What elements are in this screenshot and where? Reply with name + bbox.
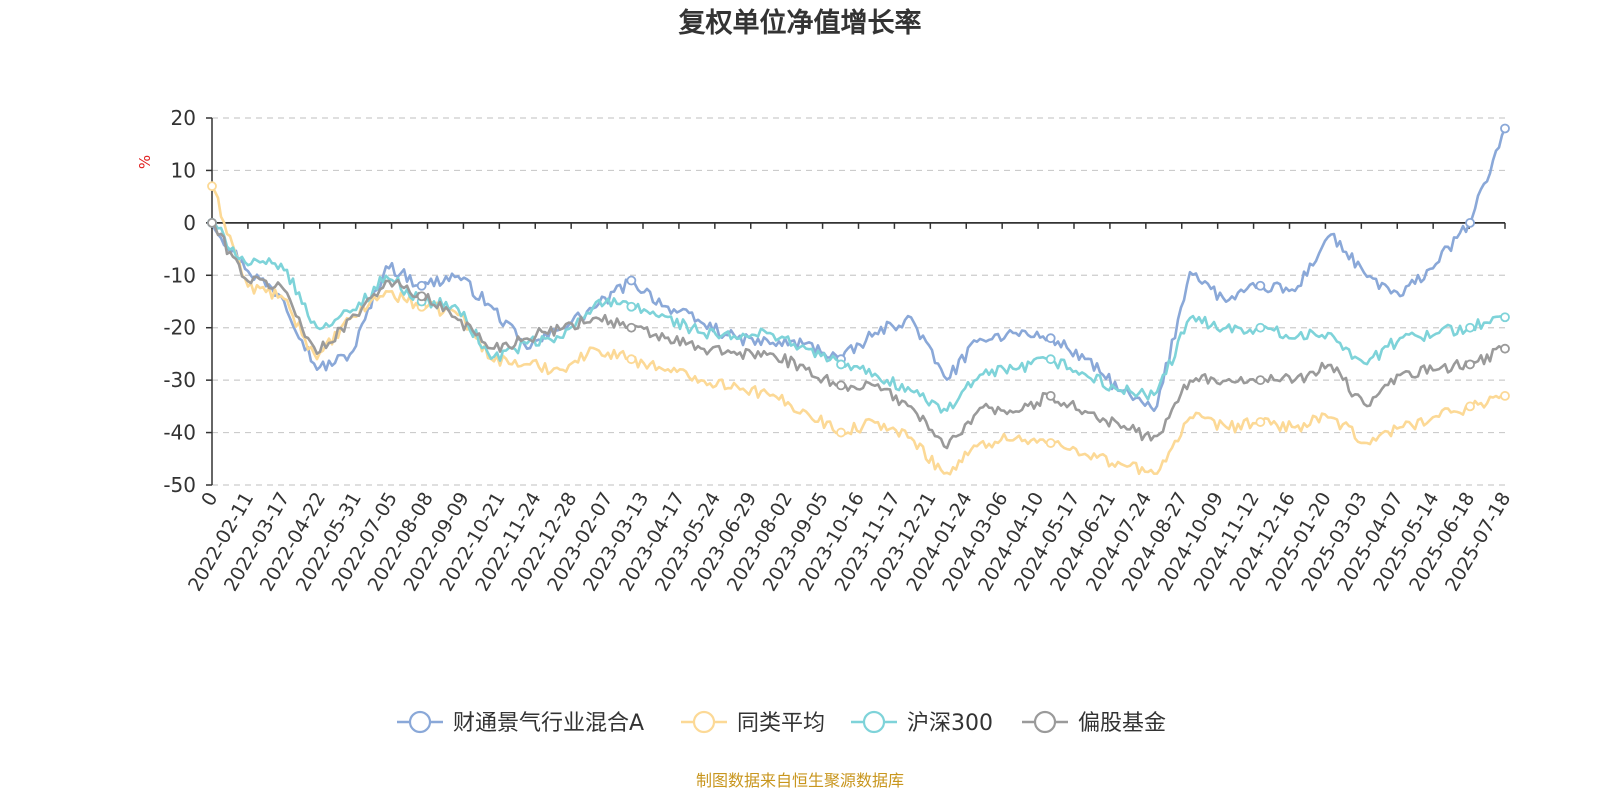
series-line [210,127,1507,413]
y-tick-label: 0 [183,211,196,235]
data-point[interactable] [1465,322,1475,333]
y-tick-label: -20 [163,316,196,340]
legend-label: 偏股基金 [1078,711,1166,736]
axes [206,117,1506,486]
legend-item[interactable]: 财通景气行业混合A [397,710,644,736]
legend-item[interactable]: 沪深300 [851,710,993,736]
x-tick-labels: 02022-02-112022-03-172022-04-222022-05-3… [184,488,1515,595]
y-tick-label: -40 [163,421,196,445]
legend[interactable]: 财通景气行业混合A 同类平均 沪深300 偏股基金 [397,710,1166,736]
legend-label: 同类平均 [737,711,825,736]
data-point[interactable] [1500,312,1510,323]
data-point[interactable] [1465,217,1475,228]
series-line [211,221,1506,414]
x-tick-label: 0 [197,489,222,510]
legend-item[interactable]: 偏股基金 [1022,710,1166,736]
data-point[interactable] [416,280,427,291]
legend-item[interactable]: 同类平均 [681,710,825,736]
data-point[interactable] [1255,280,1266,291]
data-point[interactable] [836,380,846,391]
y-tick-labels: 20 10 0 -10 -20 -30 -40 -50 [163,106,196,497]
data-point[interactable] [626,354,637,365]
data-point[interactable] [207,217,217,228]
data-point[interactable] [416,291,427,302]
legend-label: 财通景气行业混合A [453,711,644,736]
data-point[interactable] [1500,123,1510,134]
y-axis-unit: % [136,155,154,169]
data-point[interactable] [1045,390,1056,401]
legend-circle-icon [862,710,886,734]
y-tick-label: -50 [163,473,196,497]
data-point[interactable] [1045,333,1056,344]
chart-title: 复权单位净值增长率 [679,7,922,39]
data-point[interactable] [207,181,217,192]
data-point[interactable] [1045,354,1056,365]
legend-circle-icon [1033,710,1057,734]
data-point[interactable] [1255,375,1266,386]
data-point[interactable] [1465,359,1475,370]
y-tick-label: 20 [171,106,196,130]
legend-circle-icon [408,710,432,734]
legend-label: 沪深300 [907,711,993,736]
data-point[interactable] [836,359,846,370]
data-point[interactable] [1500,343,1510,354]
data-point[interactable] [1255,417,1266,427]
series-line [211,222,1506,450]
series-line [210,185,1506,476]
y-tick-label: -30 [163,368,196,392]
series-lines [207,123,1510,476]
data-point[interactable] [1500,390,1510,401]
data-point[interactable] [836,427,846,438]
data-point[interactable] [626,301,637,312]
data-point[interactable] [1465,401,1475,412]
y-tick-label: 10 [171,158,196,182]
data-point[interactable] [1045,438,1056,448]
data-point[interactable] [626,275,637,286]
data-point[interactable] [626,322,637,333]
y-tick-label: -10 [163,263,196,287]
legend-circle-icon [692,710,716,734]
source-note: 制图数据来自恒生聚源数据库 [696,771,904,790]
data-point[interactable] [1255,322,1266,333]
